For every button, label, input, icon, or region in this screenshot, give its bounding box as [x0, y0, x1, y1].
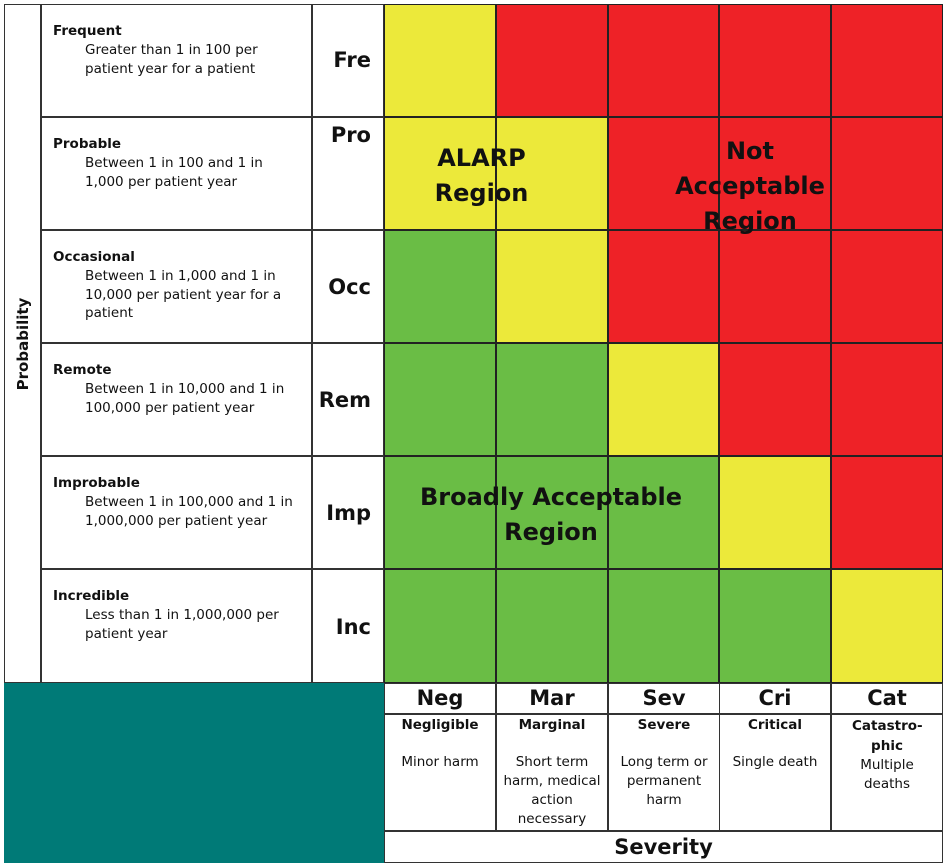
- severity-name: Marginal: [518, 717, 586, 733]
- probability-name: Remote: [53, 362, 112, 378]
- matrix-cell-red: [719, 4, 831, 117]
- severity-axis-label: Severity: [384, 831, 943, 863]
- probability-abbr: Inc: [312, 569, 384, 683]
- matrix-cell-yellow: [719, 456, 831, 569]
- region-label-line: Broadly Acceptable: [419, 483, 683, 511]
- matrix-cell-green: [384, 343, 496, 456]
- matrix-cell-red: [831, 117, 943, 230]
- matrix-cell-green: [496, 569, 608, 683]
- probability-name: Incredible: [53, 588, 130, 604]
- severity-description: Minor harm: [401, 754, 479, 770]
- severity-column-catastrophic: Catastro-phic Multiple deaths: [831, 714, 943, 831]
- matrix-cell-green: [608, 569, 719, 683]
- matrix-cell-green: [496, 456, 608, 569]
- severity-column-marginal: Marginal Short term harm, medical action…: [496, 714, 608, 831]
- probability-description: Between 1 in 1,000 and 1 in 10,000 per p…: [85, 268, 282, 321]
- matrix-cell-yellow: [831, 569, 943, 683]
- matrix-cell-green: [608, 456, 719, 569]
- matrix-cell-red: [719, 117, 831, 230]
- probability-row-incredible: Incredible Less than 1 in 1,000,000 per …: [41, 569, 312, 683]
- not-acceptable-region-label: Not Acceptable Region: [672, 134, 828, 239]
- region-label-line: Acceptable: [675, 172, 825, 200]
- severity-abbr: Neg: [384, 683, 496, 714]
- probability-abbr: Occ: [312, 230, 384, 343]
- matrix-cell-red: [719, 343, 831, 456]
- region-label-line: Region: [434, 179, 529, 207]
- alarp-region-label: ALARP Region: [409, 141, 554, 211]
- severity-description: Single death: [732, 754, 818, 770]
- probability-row-occasional: Occasional Between 1 in 1,000 and 1 in 1…: [41, 230, 312, 343]
- probability-description: Less than 1 in 1,000,000 per patient yea…: [85, 607, 279, 642]
- probability-description: Greater than 1 in 100 per patient year f…: [85, 42, 258, 77]
- matrix-cell-yellow: [496, 230, 608, 343]
- matrix-cell-red: [496, 4, 608, 117]
- probability-row-probable: Probable Between 1 in 100 and 1 in 1,000…: [41, 117, 312, 230]
- risk-matrix: ALARP Region Not Acceptable Region Broad…: [384, 4, 943, 683]
- probability-name: Frequent: [53, 23, 122, 39]
- severity-abbr: Mar: [496, 683, 608, 714]
- probability-name: Probable: [53, 136, 122, 152]
- matrix-cell-red: [831, 456, 943, 569]
- matrix-cell-green: [384, 569, 496, 683]
- severity-name: Critical: [747, 717, 802, 733]
- severity-name: Negligible: [401, 717, 479, 733]
- matrix-cell-red: [608, 117, 719, 230]
- severity-abbr: Cri: [719, 683, 831, 714]
- severity-column-severe: Severe Long term or permanent harm: [608, 714, 720, 831]
- probability-description: Between 1 in 100,000 and 1 in 1,000,000 …: [85, 494, 293, 529]
- matrix-cell-yellow: [608, 343, 719, 456]
- region-label-line: Region: [703, 207, 797, 235]
- probability-row-remote: Remote Between 1 in 10,000 and 1 in 100,…: [41, 343, 312, 456]
- severity-description: Long term or permanent harm: [620, 754, 708, 808]
- probability-name: Occasional: [53, 249, 135, 265]
- severity-column-critical: Critical Single death: [719, 714, 831, 831]
- probability-abbr: Rem: [312, 343, 384, 456]
- matrix-cell-red: [831, 343, 943, 456]
- probability-abbr: Pro: [312, 117, 384, 230]
- matrix-cell-yellow: [384, 4, 496, 117]
- probability-axis-label: Probability: [13, 297, 32, 390]
- matrix-cell-yellow: [384, 117, 496, 230]
- probability-abbr: Fre: [312, 4, 384, 117]
- probability-axis-title: Probability: [4, 4, 41, 683]
- matrix-cell-green: [496, 343, 608, 456]
- matrix-cell-green: [384, 456, 496, 569]
- matrix-cell-yellow: [496, 117, 608, 230]
- severity-name: Severe: [637, 717, 691, 733]
- probability-abbr: Imp: [312, 456, 384, 569]
- severity-abbr: Sev: [608, 683, 720, 714]
- probability-row-improbable: Improbable Between 1 in 100,000 and 1 in…: [41, 456, 312, 569]
- matrix-cell-red: [831, 230, 943, 343]
- severity-column-negligible: Negligible Minor harm: [384, 714, 496, 831]
- region-label-line: ALARP: [437, 144, 526, 172]
- probability-description: Between 1 in 10,000 and 1 in 100,000 per…: [85, 381, 285, 416]
- severity-description: Multiple deaths: [860, 757, 914, 792]
- region-label-line: Region: [504, 518, 598, 546]
- matrix-cell-red: [831, 4, 943, 117]
- corner-block: [4, 683, 384, 863]
- severity-abbr: Cat: [831, 683, 943, 714]
- severity-name: Catastro-phic: [852, 718, 923, 754]
- matrix-cell-red: [719, 230, 831, 343]
- severity-description: Short term harm, medical action necessar…: [503, 754, 601, 827]
- matrix-cell-green: [719, 569, 831, 683]
- probability-description: Between 1 in 100 and 1 in 1,000 per pati…: [85, 155, 263, 190]
- matrix-cell-red: [608, 4, 719, 117]
- matrix-cell-red: [608, 230, 719, 343]
- matrix-cell-green: [384, 230, 496, 343]
- broadly-acceptable-region-label: Broadly Acceptable Region: [414, 480, 688, 550]
- probability-row-frequent: Frequent Greater than 1 in 100 per patie…: [41, 4, 312, 117]
- probability-name: Improbable: [53, 475, 140, 491]
- region-label-line: Not: [725, 137, 775, 165]
